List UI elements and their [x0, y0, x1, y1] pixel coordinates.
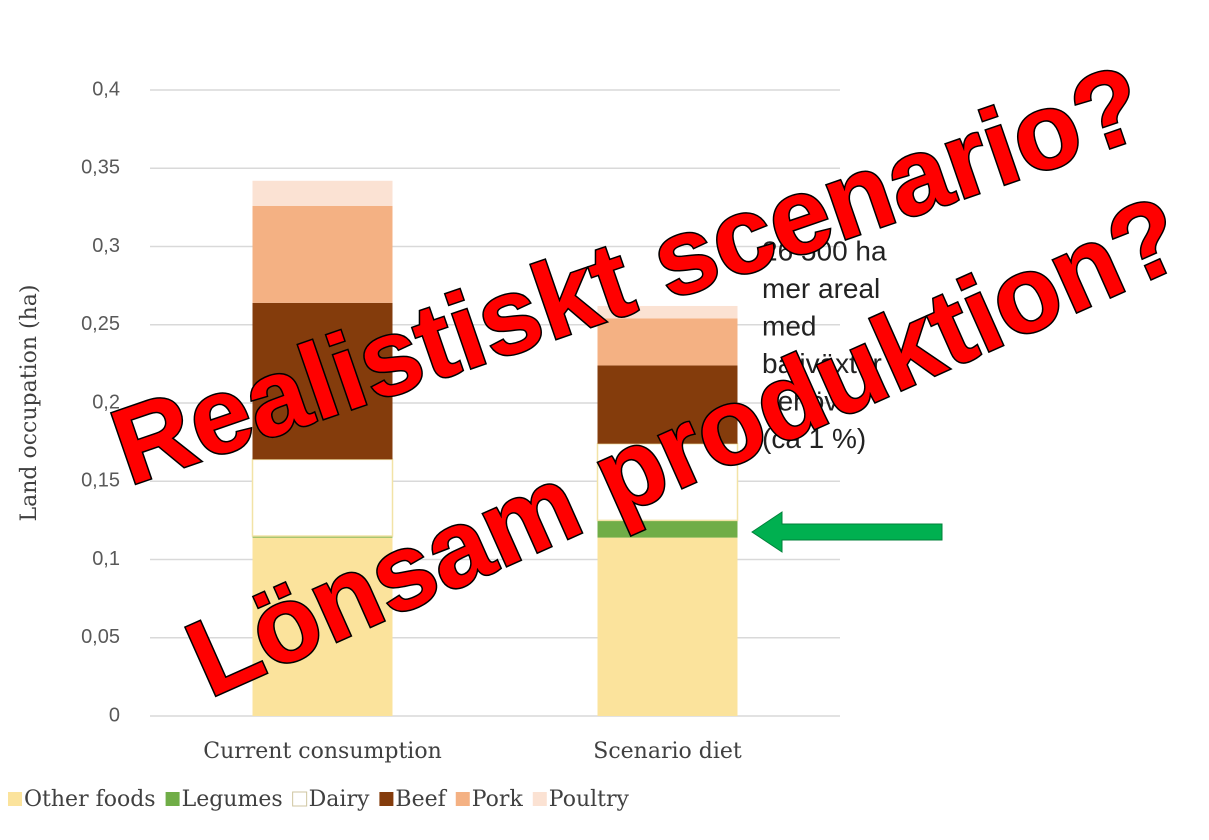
- bar-segment: [597, 318, 738, 366]
- bar-segment: [597, 305, 738, 319]
- legend-swatch: [8, 792, 22, 806]
- y-tick-label: 0,05: [81, 626, 120, 648]
- legend-swatch: [165, 792, 180, 806]
- y-tick-label: 0,2: [92, 391, 120, 413]
- bar-segment: [252, 205, 393, 303]
- legend-swatch: [532, 792, 547, 806]
- legend-label: Poultry: [549, 787, 630, 812]
- annotation-line: baljväxter: [762, 348, 882, 379]
- y-axis-label: Land occupation (ha): [17, 285, 42, 522]
- bar-segment: [252, 537, 393, 716]
- bar-segment: [597, 537, 738, 716]
- bar-segment: [252, 180, 393, 206]
- annotation-line: behövs: [762, 385, 852, 416]
- bar-segment: [252, 302, 393, 460]
- x-tick-label: Scenario diet: [593, 739, 742, 764]
- y-tick-label: 0,4: [92, 78, 120, 100]
- annotation: 26 500 ha mer areal med baljväxter behövs (ca…: [762, 235, 887, 454]
- y-tick-label: 0,35: [81, 157, 120, 179]
- y-tick-label: 0,25: [81, 313, 120, 335]
- arrow: [751, 511, 943, 553]
- y-tick-label: 0,3: [92, 235, 120, 257]
- legend-label: Other foods: [24, 787, 156, 812]
- legend-label: Beef: [395, 787, 447, 812]
- bar-segment: [251, 458, 394, 537]
- annotation-line: mer areal: [762, 273, 880, 304]
- y-tick-label: 0,15: [81, 470, 120, 492]
- legend-swatch: [455, 792, 470, 806]
- legend-swatch: [292, 791, 308, 807]
- annotation-line: 26 500 ha: [762, 235, 887, 266]
- bar-segment: [596, 442, 739, 522]
- y-tick-label: 0,1: [92, 548, 120, 570]
- legend-swatch: [379, 792, 394, 806]
- x-tick-label: Current consumption: [203, 739, 442, 764]
- annotation-line: med: [762, 310, 816, 341]
- legend-label: Legumes: [182, 787, 283, 812]
- bar-segment: [252, 536, 393, 538]
- y-tick-label: 0: [109, 704, 120, 726]
- plot: 0 0,05 0,1 0,15 0,2 0,25 0,3 0,35 0,4 Current con…: [8, 78, 840, 812]
- bar-segment: [597, 365, 738, 444]
- annotation-line: (ca 1 %): [762, 423, 866, 454]
- legend-label: Pork: [472, 787, 524, 812]
- legend-label: Dairy: [309, 787, 370, 812]
- bar-segment: [597, 520, 738, 538]
